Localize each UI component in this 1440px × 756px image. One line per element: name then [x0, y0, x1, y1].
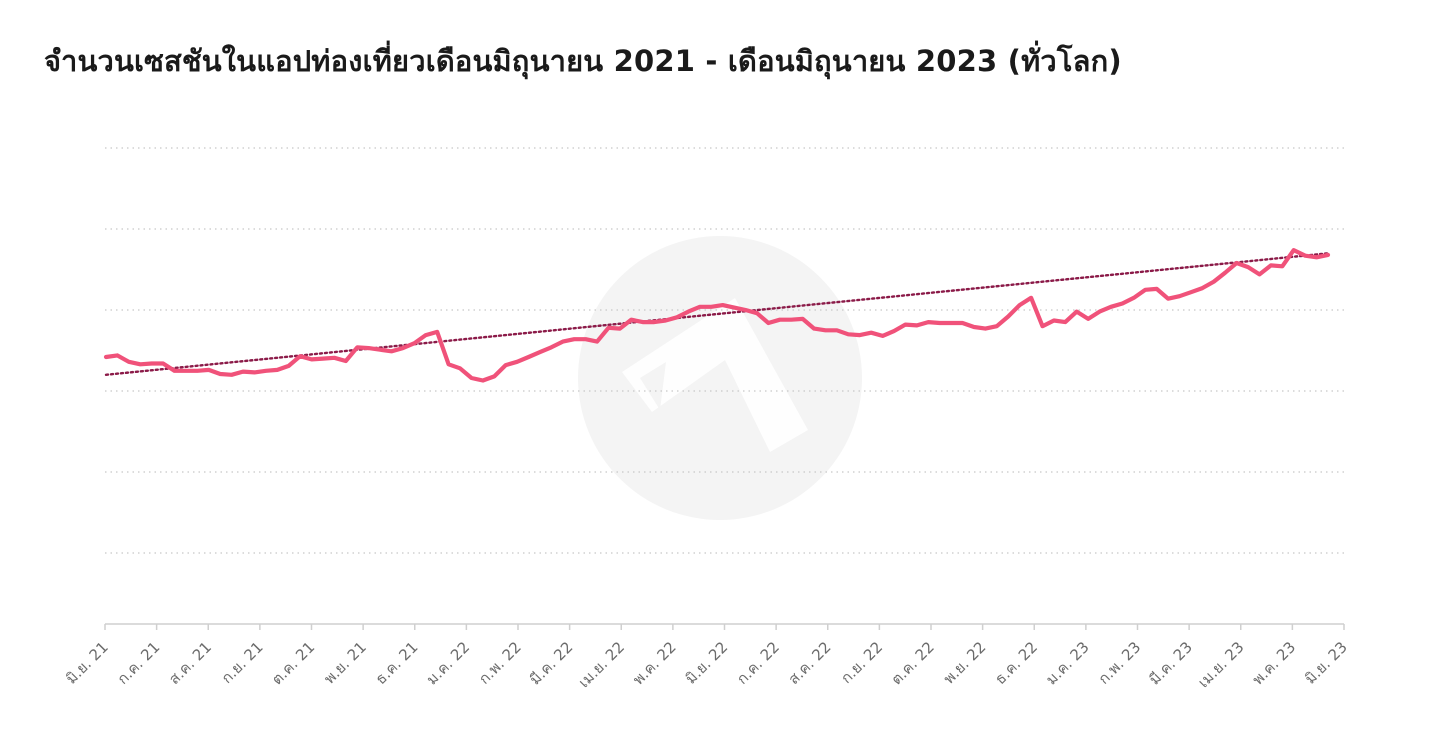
app-logo-watermark-icon	[578, 236, 862, 520]
x-tick-label: ธ.ค. 21	[372, 638, 422, 688]
x-tick-labels: มิ.ย. 21 ก.ค. 21 ส.ค. 21 ก.ย. 21 ต.ค. 21 พ.ย.…	[62, 638, 1351, 691]
x-tick-label: มิ.ย. 21	[62, 638, 112, 688]
x-tick-label: ก.พ. 22	[475, 638, 525, 688]
x-tick-label: พ.ค. 22	[629, 638, 679, 688]
x-tick-label: ก.ย. 21	[218, 638, 267, 687]
x-tick-label: พ.ย. 22	[940, 638, 990, 688]
x-tick-label: พ.ค. 23	[1249, 638, 1299, 688]
x-axis	[104, 623, 1345, 630]
x-tick-label: พ.ย. 21	[320, 638, 370, 688]
x-tick-label: มิ.ย. 23	[1301, 638, 1351, 688]
x-tick-label: ต.ค. 22	[888, 638, 938, 688]
x-tick-label: ก.พ. 23	[1095, 638, 1145, 688]
x-tick-label: เม.ย. 22	[575, 638, 628, 691]
series-line	[103, 248, 1331, 383]
x-tick-label: ก.ค. 22	[733, 638, 783, 688]
chart-title: จำนวนเซสชันในแอปท่องเที่ยวเดือนมิถุนายน …	[44, 44, 1122, 78]
x-tick-label: ธ.ค. 22	[991, 638, 1041, 688]
x-tick-label: ม.ค. 22	[423, 638, 473, 688]
x-tick-label: ส.ค. 21	[165, 638, 215, 688]
x-tick-label: มี.ค. 22	[526, 638, 576, 688]
trend-line	[104, 252, 1330, 376]
x-tick-label: มี.ค. 23	[1146, 638, 1196, 688]
x-tick-label: ส.ค. 22	[785, 638, 835, 688]
series-path	[103, 248, 1331, 383]
x-tick-label: ก.ย. 22	[837, 638, 886, 687]
x-tick-label: ก.ค. 21	[114, 638, 164, 688]
x-tick-label: มิ.ย. 22	[682, 638, 732, 688]
x-tick-label: ม.ค. 23	[1042, 638, 1092, 688]
x-tick-label: เม.ย. 23	[1194, 638, 1247, 691]
trendline-path	[104, 252, 1330, 376]
x-tick-label: ต.ค. 21	[268, 638, 318, 688]
